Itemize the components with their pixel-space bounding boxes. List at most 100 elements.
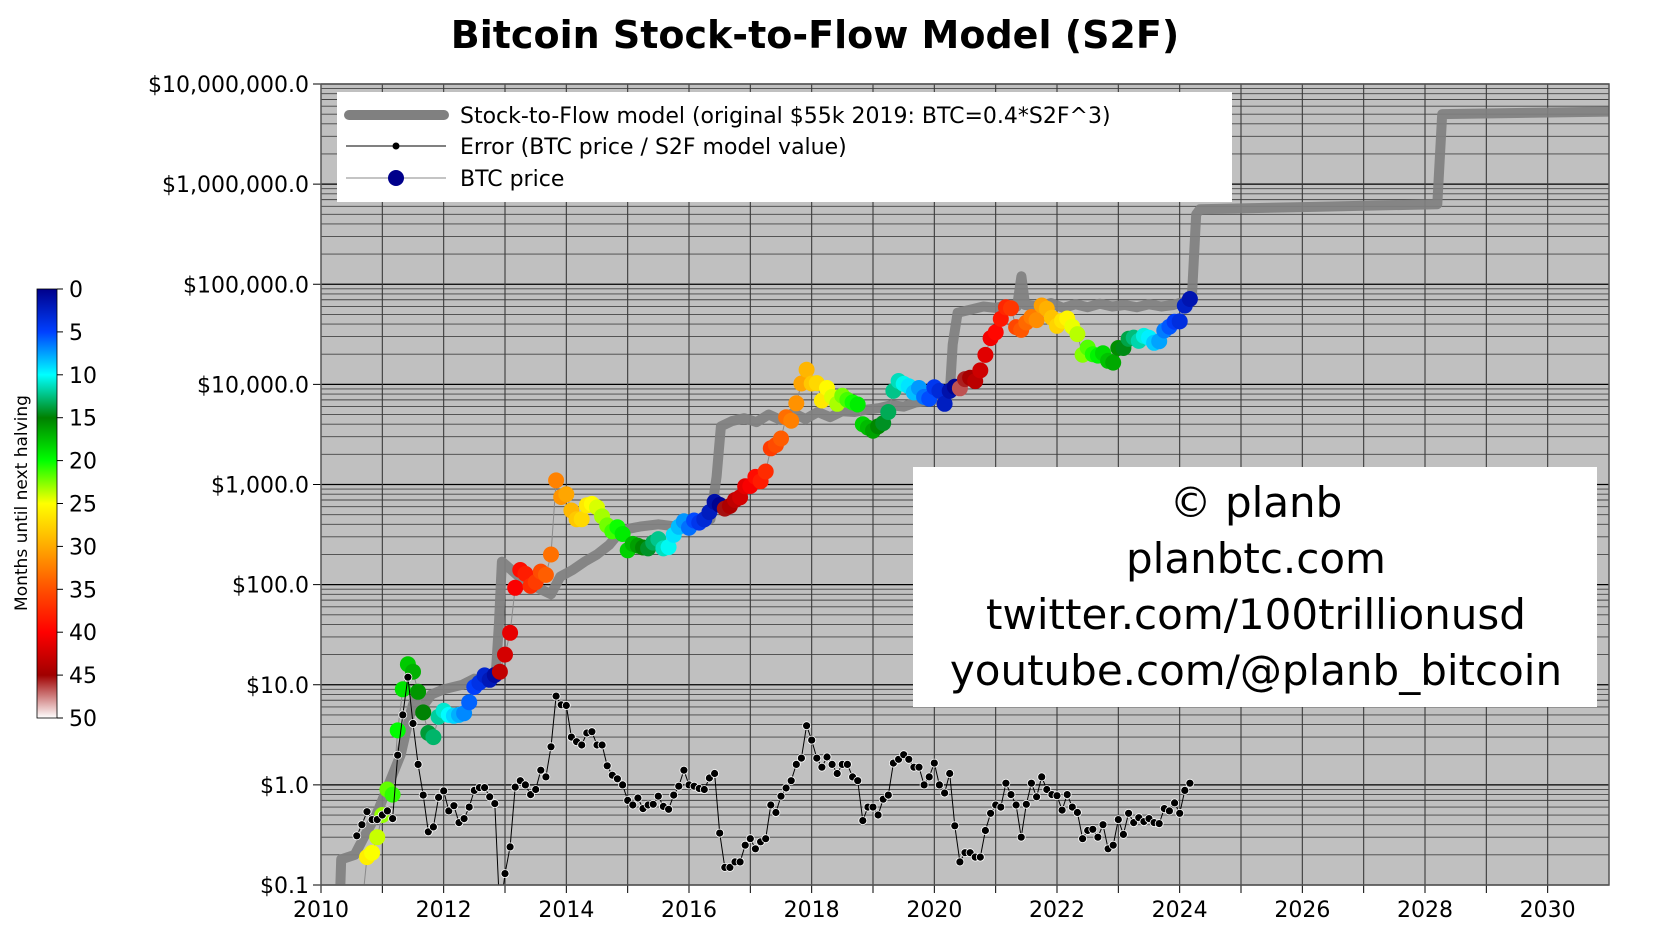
colorbar-tick-label: 40	[69, 621, 97, 646]
error-point	[986, 808, 995, 818]
error-point	[981, 826, 990, 835]
error-point	[618, 780, 627, 790]
error-point	[1052, 791, 1062, 801]
colorbar-ticks: 0 5 10 15 20 25 30 35 40 45 50	[57, 278, 97, 732]
watermark-youtube: youtube.com/@planb_bitcoin	[950, 646, 1562, 695]
error-point	[1057, 805, 1067, 815]
error-point	[653, 791, 663, 801]
error-point	[1037, 772, 1047, 782]
error-point	[883, 790, 893, 800]
error-point	[868, 802, 878, 812]
watermark-box	[913, 467, 1597, 707]
btc-price-point	[614, 526, 631, 542]
colorbar-tick-label: 25	[69, 493, 97, 518]
error-point	[1154, 819, 1164, 828]
error-point	[408, 719, 418, 728]
error-point	[807, 735, 817, 745]
error-point	[664, 804, 673, 814]
error-point	[418, 790, 428, 800]
error-point	[766, 800, 776, 810]
colorbar-tick-label: 45	[69, 664, 97, 689]
error-point	[551, 691, 561, 701]
btc-price-point	[1171, 313, 1188, 330]
error-point	[945, 769, 955, 778]
btc-price-point	[349, 899, 365, 915]
btc-price-point	[502, 624, 519, 641]
btc-price-point	[369, 829, 386, 846]
error-point	[403, 672, 413, 682]
btc-price-point	[573, 511, 590, 528]
error-point	[459, 814, 469, 823]
axis-ticks: 2010 2012 2014 2016 2018 2020 2022 2024 2026 2028…	[148, 73, 1576, 923]
error-point	[776, 791, 786, 801]
error-point	[975, 852, 985, 862]
btc-price-point	[660, 539, 677, 556]
error-point	[352, 831, 362, 841]
error-point	[914, 762, 924, 772]
error-point	[786, 776, 796, 786]
error-point	[1175, 808, 1185, 818]
error-point	[950, 821, 960, 831]
error-point	[505, 842, 515, 852]
error-point	[699, 785, 709, 794]
error-point	[613, 774, 622, 784]
colorbar-tick-label: 20	[69, 450, 97, 475]
error-point	[490, 799, 500, 808]
error-point	[413, 760, 423, 769]
error-point	[797, 753, 806, 763]
error-point	[541, 772, 551, 782]
error-point	[858, 816, 868, 825]
colorbar-label: Months until next halving	[12, 395, 32, 611]
y-tick-label: $100,000.0	[183, 273, 309, 298]
error-point	[1021, 799, 1031, 809]
error-point	[1098, 820, 1108, 830]
error-point	[480, 783, 490, 792]
btc-price-point	[1105, 354, 1122, 371]
btc-price-point	[773, 430, 789, 447]
error-point	[500, 869, 510, 878]
error-point	[929, 758, 939, 768]
error-point	[362, 807, 372, 817]
error-point	[817, 762, 827, 772]
error-point	[434, 793, 444, 802]
error-point	[715, 828, 725, 838]
btc-price-point	[1181, 291, 1198, 307]
error-point	[679, 765, 689, 775]
btc-price-point	[548, 472, 565, 489]
error-point	[1113, 815, 1123, 824]
btc-price-point	[389, 722, 406, 739]
error-point	[561, 701, 571, 710]
btc-price-point	[558, 486, 575, 503]
chart-title: Bitcoin Stock-to-Flow Model (S2F)	[451, 13, 1179, 57]
error-point	[1032, 792, 1041, 802]
error-point	[924, 772, 934, 782]
error-point	[996, 802, 1006, 812]
x-tick-label: 2026	[1274, 898, 1330, 923]
error-point	[496, 911, 504, 919]
error-point	[745, 834, 755, 844]
error-point	[843, 760, 852, 769]
btc-price-point	[543, 546, 559, 563]
x-tick-label: 2024	[1152, 898, 1208, 923]
error-point	[357, 820, 367, 830]
btc-price-point	[1069, 326, 1086, 343]
btc-price-point	[936, 395, 953, 412]
legend: Stock-to-Flow model (original $55k 2019:…	[337, 92, 1232, 202]
error-point	[674, 781, 684, 791]
error-point	[1165, 806, 1174, 816]
y-tick-label: $10,000,000.0	[148, 73, 309, 98]
error-point	[546, 742, 556, 752]
y-tick-label: $0.1	[260, 874, 309, 899]
x-tick-label: 2012	[416, 898, 472, 923]
plot-frame	[320, 83, 1610, 886]
error-point	[1027, 778, 1036, 788]
legend-error-label: Error (BTC price / S2F model value)	[460, 135, 847, 160]
error-point	[771, 808, 781, 817]
error-point	[873, 810, 883, 820]
error-point	[761, 834, 771, 844]
btc-price-point	[1028, 312, 1045, 329]
error-point	[955, 857, 965, 867]
error-point	[935, 780, 944, 790]
watermark: © planb planbtc.com twitter.com/100trill…	[913, 467, 1597, 707]
error-point	[853, 776, 863, 786]
